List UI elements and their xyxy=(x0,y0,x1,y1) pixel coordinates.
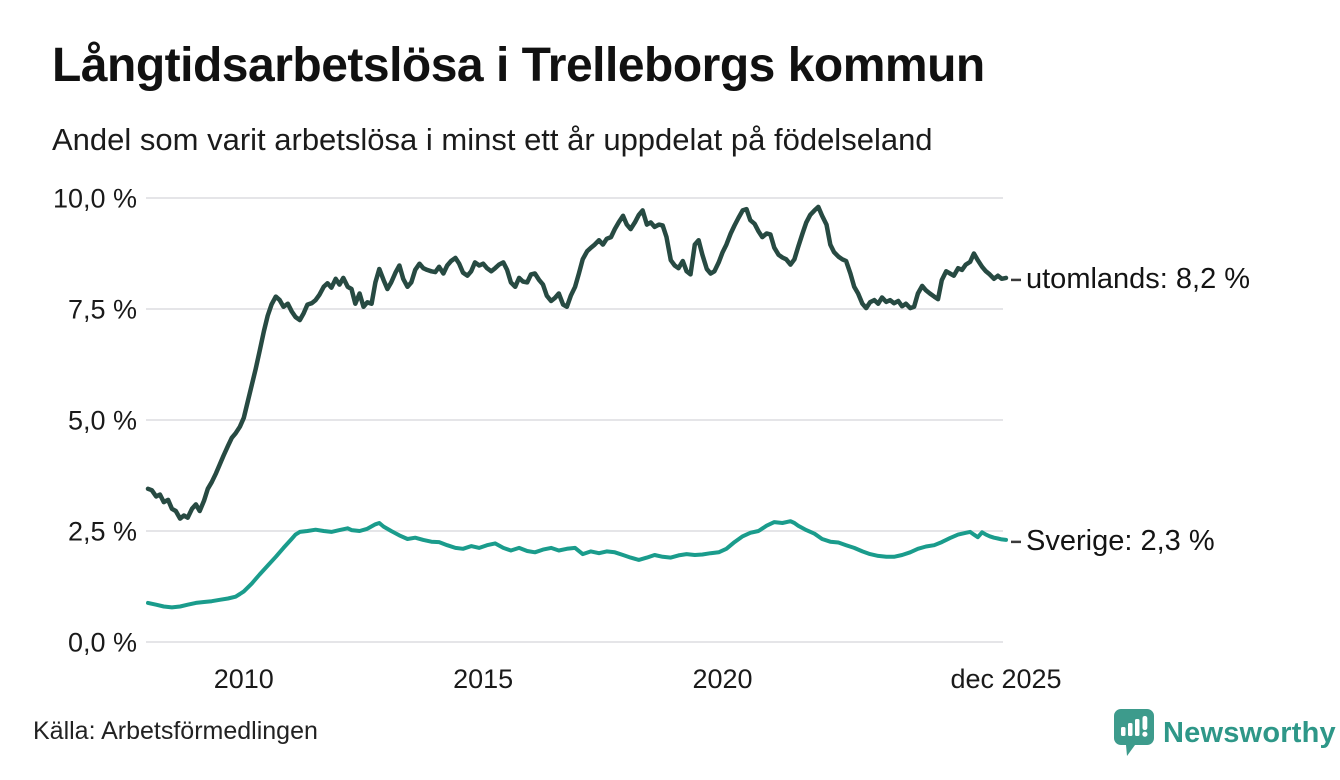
speech-bubble-shape xyxy=(1114,709,1154,756)
bar-chart-speech-bubble-icon xyxy=(1114,709,1154,756)
exclamation-dot xyxy=(1142,731,1148,737)
page-title: Långtidsarbetslösa i Trelleborgs kommun xyxy=(52,39,985,92)
x-tick-label-2020: 2020 xyxy=(693,664,753,694)
brand-wordmark: Newsworthy xyxy=(1163,716,1336,749)
page-subtitle: Andel som varit arbetslösa i minst ett å… xyxy=(52,122,933,157)
series-end-label-Sverige: Sverige: 2,3 % xyxy=(1026,525,1215,557)
y-tick-label-10: 10,0 % xyxy=(53,184,137,214)
bar-medium xyxy=(1128,723,1133,736)
series-line-Sverige xyxy=(146,519,1008,610)
bar-small xyxy=(1121,727,1126,736)
x-tick-label-dec-2025: dec 2025 xyxy=(950,664,1061,694)
y-tick-label-5: 5,0 % xyxy=(68,406,137,436)
series-line-utomlands xyxy=(145,204,1009,521)
y-tick-label-0: 0,0 % xyxy=(68,628,137,658)
series-end-label-utomlands: utomlands: 8,2 % xyxy=(1026,263,1250,295)
newsworthy-brand: Newsworthy xyxy=(1113,708,1336,758)
y-tick-label-7.5: 7,5 % xyxy=(68,295,137,325)
x-tick-label-2015: 2015 xyxy=(453,664,513,694)
exclamation-stem xyxy=(1142,716,1148,730)
source-note: Källa: Arbetsförmedlingen xyxy=(33,717,318,745)
y-tick-label-2.5: 2,5 % xyxy=(68,517,137,547)
x-tick-label-2010: 2010 xyxy=(214,664,274,694)
bar-large xyxy=(1135,719,1140,736)
